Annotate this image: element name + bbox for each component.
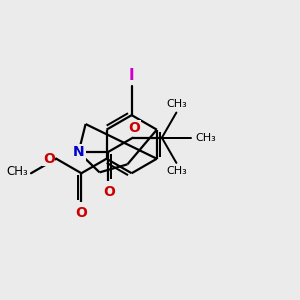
Text: CH₃: CH₃ (166, 167, 187, 176)
Text: CH₃: CH₃ (195, 133, 216, 143)
Text: O: O (43, 152, 55, 166)
Text: N: N (73, 145, 84, 159)
Text: CH₃: CH₃ (6, 165, 28, 178)
Text: O: O (128, 121, 140, 135)
Text: I: I (129, 68, 134, 83)
Text: O: O (103, 185, 115, 199)
Text: O: O (75, 206, 87, 220)
Text: CH₃: CH₃ (166, 99, 187, 109)
